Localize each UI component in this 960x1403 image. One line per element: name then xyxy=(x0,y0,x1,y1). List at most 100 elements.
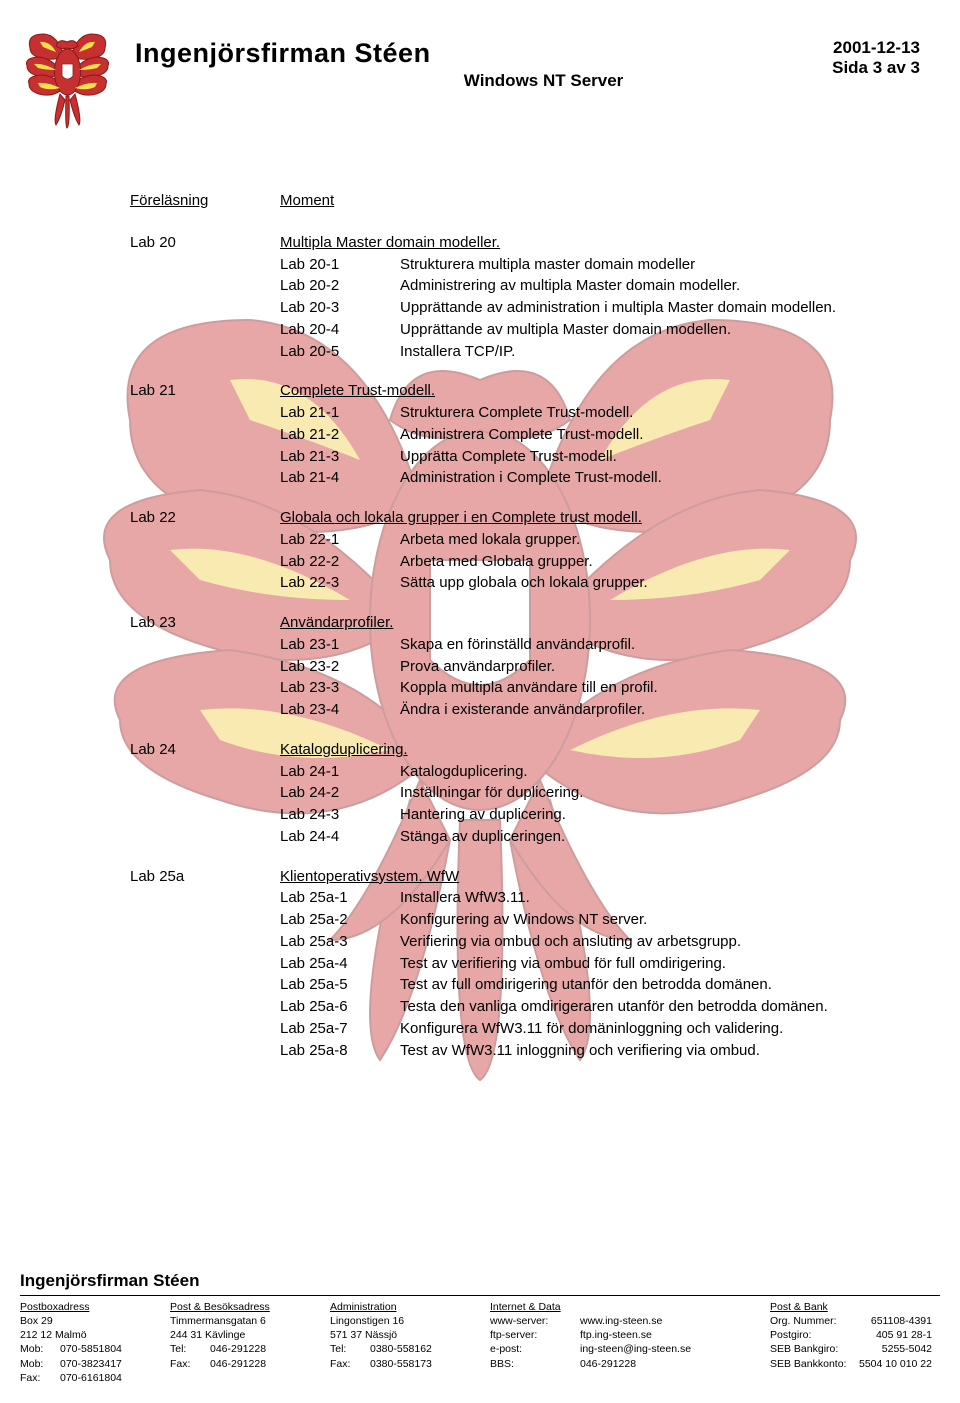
footer-line: Timmermansgatan 6 xyxy=(170,1314,322,1328)
footer-label: www-server: xyxy=(490,1314,580,1328)
lab-sub-text: Inställningar för duplicering. xyxy=(400,782,583,804)
lab-sub-id: Lab 24-4 xyxy=(280,826,400,848)
lab-subrow: Lab 23-2Prova användarprofiler. xyxy=(280,656,920,678)
footer-value: 070-3823417 xyxy=(60,1357,122,1371)
footer-row: www-server:www.ing-steen.se xyxy=(490,1314,762,1328)
lab-sub-text: Sätta upp globala och lokala grupper. xyxy=(400,572,648,594)
lab-sub-text: Installera TCP/IP. xyxy=(400,341,515,363)
footer-head: Post & Besöksadress xyxy=(170,1300,322,1314)
lab-sub-id: Lab 21-1 xyxy=(280,402,400,424)
lab-sub-id: Lab 21-3 xyxy=(280,446,400,468)
footer-row: Fax:070-6161804 xyxy=(20,1371,162,1385)
column-header-lecture: Föreläsning xyxy=(130,190,280,212)
lab-sub-text: Test av WfW3.11 inloggning och verifieri… xyxy=(400,1040,760,1062)
lab-subrow: Lab 25a-2Konfigurering av Windows NT ser… xyxy=(280,909,920,931)
lab-sub-id: Lab 21-2 xyxy=(280,424,400,446)
page-footer: Ingenjörsfirman Stéen Postboxadress Box … xyxy=(20,1271,940,1385)
lab-sub-id: Lab 25a-5 xyxy=(280,974,400,996)
lab-subrow: Lab 24-3Hantering av duplicering. xyxy=(280,804,920,826)
lab-sub-text: Konfigurera WfW3.11 för domäninloggning … xyxy=(400,1018,783,1040)
lab-sub-id: Lab 23-4 xyxy=(280,699,400,721)
lab-sub-id: Lab 20-3 xyxy=(280,297,400,319)
lab-subrow: Lab 21-3Upprätta Complete Trust-modell. xyxy=(280,446,920,468)
lab-subrow: Lab 24-2Inställningar för duplicering. xyxy=(280,782,920,804)
footer-row: Tel:046-291228 xyxy=(170,1342,322,1356)
lab-sub-text: Skapa en förinställd användarprofil. xyxy=(400,634,635,656)
footer-label: Mob: xyxy=(20,1357,60,1371)
footer-label: Tel: xyxy=(330,1342,370,1356)
lab-sub-text: Katalogduplicering. xyxy=(400,761,528,783)
lab-block: Lab 24Katalogduplicering.Lab 24-1Katalog… xyxy=(130,739,920,848)
lab-subrow: Lab 23-4Ändra i existerande användarprof… xyxy=(280,699,920,721)
lab-title: Användarprofiler. xyxy=(280,612,920,634)
lab-sub-text: Koppla multipla användare till en profil… xyxy=(400,677,658,699)
lab-subrow: Lab 25a-3Verifiering via ombud och anslu… xyxy=(280,931,920,953)
footer-line: Box 29 xyxy=(20,1314,162,1328)
lab-sub-id: Lab 24-1 xyxy=(280,761,400,783)
lab-subrow: Lab 23-1Skapa en förinställd användarpro… xyxy=(280,634,920,656)
footer-col-postbox: Postboxadress Box 29 212 12 Malmö Mob:07… xyxy=(20,1300,170,1385)
footer-head: Internet & Data xyxy=(490,1300,762,1314)
lab-sub-id: Lab 22-1 xyxy=(280,529,400,551)
lab-sub-text: Testa den vanliga omdirigeraren utanför … xyxy=(400,996,828,1018)
lab-id: Lab 22 xyxy=(130,507,280,594)
lab-subrow: Lab 21-2Administrera Complete Trust-mode… xyxy=(280,424,920,446)
lab-sub-text: Test av verifiering via ombud för full o… xyxy=(400,953,726,975)
footer-row: SEB Bankkonto:5504 10 010 22 xyxy=(770,1357,932,1371)
footer-line: 212 12 Malmö xyxy=(20,1328,162,1342)
lab-sub-id: Lab 25a-2 xyxy=(280,909,400,931)
lab-sub-text: Upprättande av administration i multipla… xyxy=(400,297,836,319)
footer-row: Postgiro:405 91 28-1 xyxy=(770,1328,932,1342)
lab-sub-text: Konfigurering av Windows NT server. xyxy=(400,909,647,931)
lab-sub-id: Lab 25a-3 xyxy=(280,931,400,953)
footer-col-admin: Administration Lingonstigen 16 571 37 Nä… xyxy=(330,1300,490,1385)
footer-value: 046-291228 xyxy=(580,1358,636,1370)
lab-id: Lab 23 xyxy=(130,612,280,721)
lab-sub-text: Hantering av duplicering. xyxy=(400,804,566,826)
lab-sub-text: Upprättande av multipla Master domain mo… xyxy=(400,319,731,341)
lab-subrow: Lab 25a-5Test av full omdirigering utanf… xyxy=(280,974,920,996)
lab-subrow: Lab 25a-4Test av verifiering via ombud f… xyxy=(280,953,920,975)
lab-subrow: Lab 20-2Administrering av multipla Maste… xyxy=(280,275,920,297)
lab-id: Lab 21 xyxy=(130,380,280,489)
footer-value: 046-291228 xyxy=(210,1357,266,1371)
footer-col-bank: Post & Bank Org. Nummer:651108-4391Postg… xyxy=(770,1300,940,1385)
footer-value: 0380-558173 xyxy=(370,1357,432,1371)
lab-sub-text: Arbeta med lokala grupper. xyxy=(400,529,580,551)
footer-label: Mob: xyxy=(20,1342,60,1356)
lab-sub-text: Upprätta Complete Trust-modell. xyxy=(400,446,617,468)
lab-sub-text: Strukturera Complete Trust-modell. xyxy=(400,402,633,424)
lab-sub-text: Administrera Complete Trust-modell. xyxy=(400,424,643,446)
footer-row: Fax:046-291228 xyxy=(170,1357,322,1371)
footer-value: 5255-5042 xyxy=(882,1342,932,1356)
lab-subrow: Lab 20-1Strukturera multipla master doma… xyxy=(280,254,920,276)
footer-col-internet: Internet & Data www-server:www.ing-steen… xyxy=(490,1300,770,1385)
lab-sub-text: Verifiering via ombud och ansluting av a… xyxy=(400,931,741,953)
footer-value: ftp.ing-steen.se xyxy=(580,1329,652,1341)
lab-title: Complete Trust-modell. xyxy=(280,380,920,402)
footer-line: 571 37 Nässjö xyxy=(330,1328,482,1342)
lab-sub-id: Lab 23-2 xyxy=(280,656,400,678)
footer-value: www.ing-steen.se xyxy=(580,1315,662,1327)
footer-value: 0380-558162 xyxy=(370,1342,432,1356)
lab-sub-id: Lab 22-2 xyxy=(280,551,400,573)
footer-head: Postboxadress xyxy=(20,1300,162,1314)
footer-line: 244 31 Kävlinge xyxy=(170,1328,322,1342)
lab-sub-text: Test av full omdirigering utanför den be… xyxy=(400,974,772,996)
lab-subrow: Lab 21-4Administration i Complete Trust-… xyxy=(280,467,920,489)
lab-subrow: Lab 25a-7Konfigurera WfW3.11 för domänin… xyxy=(280,1018,920,1040)
footer-row: ftp-server:ftp.ing-steen.se xyxy=(490,1328,762,1342)
footer-col-visit: Post & Besöksadress Timmermansgatan 6 24… xyxy=(170,1300,330,1385)
content-area: Föreläsning Moment Lab 20Multipla Master… xyxy=(130,190,920,1061)
footer-row: e-post:ing-steen@ing-steen.se xyxy=(490,1342,762,1356)
lab-id: Lab 24 xyxy=(130,739,280,848)
lab-id: Lab 25a xyxy=(130,866,280,1062)
footer-value: 070-5851804 xyxy=(60,1342,122,1356)
lab-subrow: Lab 20-4Upprättande av multipla Master d… xyxy=(280,319,920,341)
lab-block: Lab 20Multipla Master domain modeller.La… xyxy=(130,232,920,363)
footer-label: Org. Nummer: xyxy=(770,1314,837,1328)
lab-subrow: Lab 22-2Arbeta med Globala grupper. xyxy=(280,551,920,573)
lab-block: Lab 22Globala och lokala grupper i en Co… xyxy=(130,507,920,594)
footer-row: Mob:070-3823417 xyxy=(20,1357,162,1371)
footer-label: Fax: xyxy=(170,1357,210,1371)
